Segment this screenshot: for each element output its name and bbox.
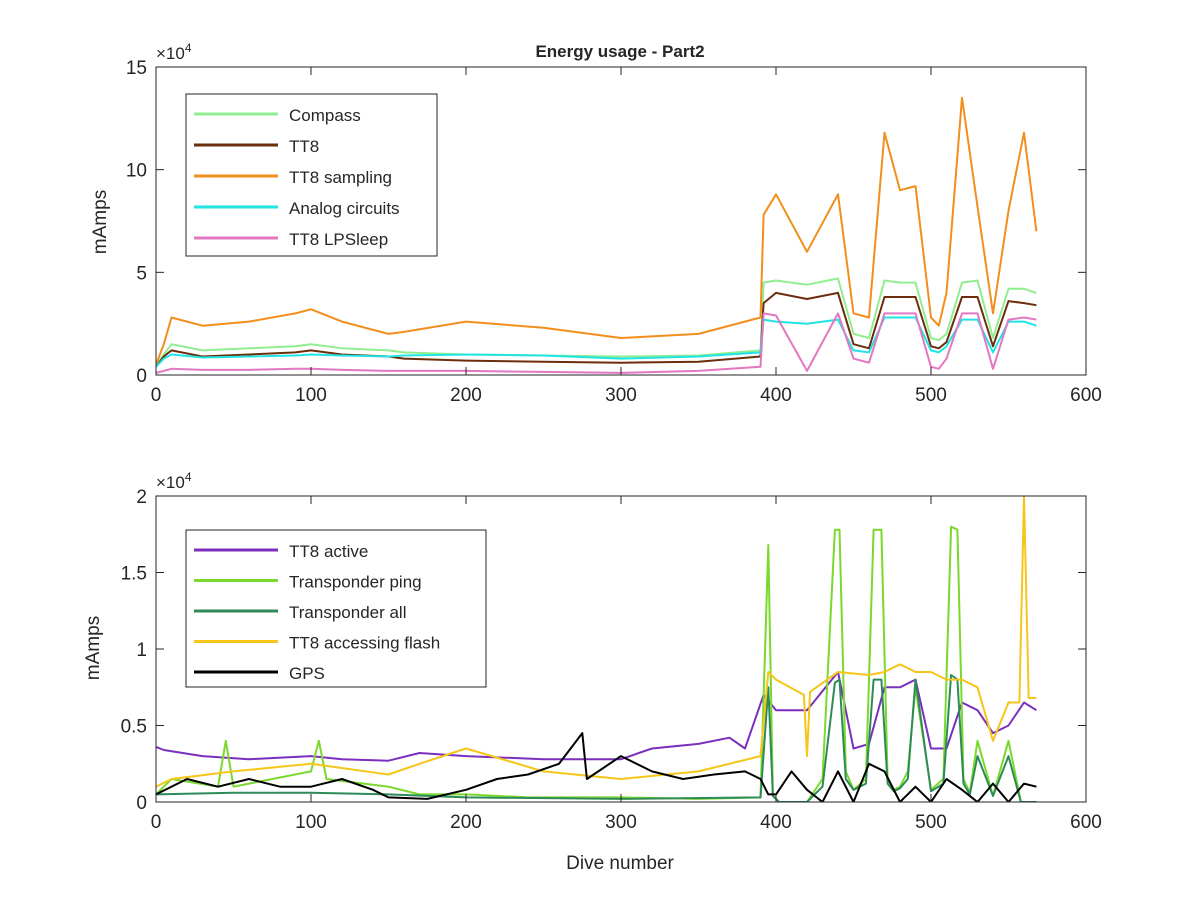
x-tick-label: 600 — [1070, 385, 1102, 406]
series-line-tt8-sampling — [156, 96, 1038, 366]
x-tick-label: 500 — [915, 812, 947, 833]
y-multiplier-label: ×104 — [156, 41, 192, 63]
x-tick-label: 200 — [450, 812, 482, 833]
legend-label: GPS — [289, 664, 325, 683]
series-line-gps — [156, 732, 1037, 802]
series-line-tt8-lpsleep — [156, 312, 1037, 374]
legend-label: Analog circuits — [289, 199, 400, 218]
series-line-transponder-all — [156, 674, 1037, 802]
y-tick-label: 15 — [126, 58, 147, 79]
y-multiplier-exponent: 4 — [185, 470, 192, 484]
x-tick-label: 200 — [450, 385, 482, 406]
series-line-tt8 — [156, 291, 1037, 368]
series-line-tt8-accessing-flash — [156, 496, 1037, 788]
x-tick-label: 600 — [1070, 812, 1102, 833]
legend-label: TT8 accessing flash — [289, 634, 440, 653]
y-tick-label: 1 — [136, 640, 147, 661]
x-tick-label: 100 — [295, 812, 327, 833]
legend-box — [185, 529, 487, 688]
legend-label: TT8 active — [289, 542, 368, 561]
x-tick-label: 500 — [915, 385, 947, 406]
x-tick-label: 400 — [760, 812, 792, 833]
x-tick-label: 300 — [605, 812, 637, 833]
y-tick-label: 1.5 — [121, 564, 147, 585]
series-group — [156, 96, 1038, 374]
legend-label: Transponder ping — [289, 573, 422, 592]
x-tick-label: 400 — [760, 385, 792, 406]
x-tick-label: 300 — [605, 385, 637, 406]
x-tick-label: 0 — [151, 812, 162, 833]
legend-label: TT8 sampling — [289, 168, 392, 187]
y-multiplier-base: ×10 — [156, 44, 185, 63]
y-multiplier-exponent: 4 — [185, 41, 192, 55]
series-group — [156, 496, 1037, 802]
legend-label: Compass — [289, 106, 361, 125]
top-axes: Energy usage - Part2 mAmps ×104 0 100 200 3… — [90, 41, 1102, 406]
y-tick-label: 2 — [136, 487, 147, 508]
legend-label: Transponder all — [289, 603, 407, 622]
x-tick-label: 0 — [151, 385, 162, 406]
chart-title: Energy usage - Part2 — [535, 42, 704, 61]
series-line-analog-circuits — [156, 316, 1037, 368]
y-axis-label: mAmps — [90, 190, 111, 254]
series-line-compass — [156, 277, 1037, 366]
y-tick-label: 0.5 — [121, 717, 147, 738]
y-multiplier-base: ×10 — [156, 473, 185, 492]
y-tick-label: 10 — [126, 161, 147, 182]
x-tick-label: 100 — [295, 385, 327, 406]
y-tick-label: 0 — [136, 793, 147, 814]
x-axis-label: Dive number — [566, 853, 674, 874]
y-axis-label: mAmps — [83, 616, 104, 680]
legend: TT8 active Transponder ping Transponder al… — [185, 529, 487, 688]
y-multiplier-label: ×104 — [156, 470, 192, 492]
y-tick-label: 0 — [136, 366, 147, 387]
legend-label: TT8 — [289, 137, 319, 156]
bottom-axes: Dive number mAmps ×104 0 100 200 300 400 500 6… — [83, 470, 1102, 874]
legend-label: TT8 LPSleep — [289, 230, 388, 249]
legend: Compass TT8 TT8 sampling Analog circuits TT8… — [185, 93, 438, 257]
y-tick-label: 5 — [136, 263, 147, 284]
